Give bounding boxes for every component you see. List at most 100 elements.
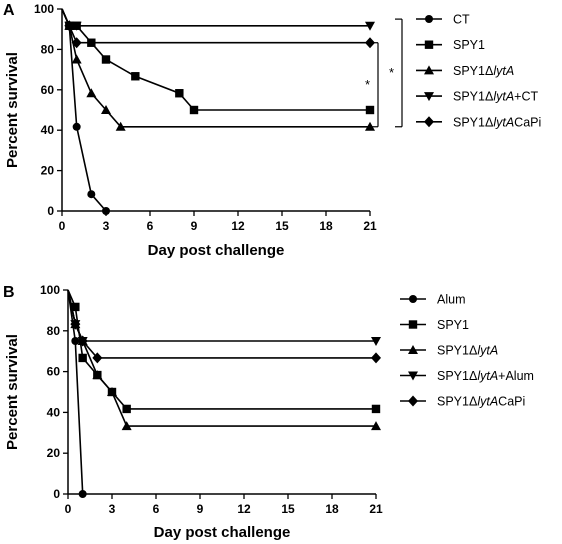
data-point	[371, 337, 381, 346]
x-tick-label: 15	[281, 502, 295, 516]
y-tick-label: 80	[47, 324, 61, 338]
data-point	[102, 207, 110, 215]
x-tick-label: 21	[369, 502, 383, 516]
legend-marker	[408, 395, 418, 407]
data-point	[71, 337, 80, 345]
y-axis-label: Percent survival	[4, 334, 21, 450]
data-point	[77, 335, 88, 347]
series-4	[67, 289, 381, 346]
x-tick-label: 9	[197, 502, 204, 516]
x-tick-label: 15	[275, 219, 289, 233]
y-tick-label: 40	[41, 123, 55, 137]
x-axis-label: Day post challenge	[148, 242, 285, 259]
x-tick-label: 0	[59, 219, 66, 233]
x-tick-label: 3	[103, 219, 110, 233]
y-tick-label: 100	[40, 283, 60, 297]
y-tick-label: 60	[47, 365, 61, 379]
legend-marker	[408, 371, 418, 381]
legend-label: SPY1	[453, 38, 485, 52]
series-line	[61, 8, 107, 212]
data-point	[78, 353, 87, 363]
data-point	[371, 352, 381, 364]
data-point	[71, 21, 82, 31]
x-tick-label: 18	[325, 502, 339, 516]
x-tick-label: 21	[363, 219, 377, 233]
x-tick-label: 0	[65, 502, 72, 516]
significance-label: *	[365, 77, 370, 92]
y-tick-label: 100	[34, 2, 54, 16]
y-tick-label: 60	[41, 83, 55, 97]
data-point	[122, 404, 131, 414]
legend-item: Alum	[400, 293, 465, 307]
data-point	[70, 318, 81, 330]
legend-label: SPY1ΔlytA	[453, 64, 514, 78]
x-tick-label: 6	[153, 502, 160, 516]
legend-label: SPY1ΔlytA+CT	[453, 90, 538, 104]
legend-label: SPY1	[437, 318, 469, 332]
data-point	[107, 387, 117, 396]
significance-bracket: *	[389, 18, 403, 128]
legend-item: SPY1ΔlytACaPi	[400, 395, 525, 409]
data-point	[371, 421, 381, 431]
data-point	[92, 370, 103, 380]
y-tick-label: 80	[41, 42, 55, 56]
legend-marker	[424, 116, 434, 128]
legend-item: SPY1	[400, 318, 469, 332]
legend-item: SPY1ΔlytA	[400, 344, 498, 358]
data-point	[365, 105, 375, 115]
data-point	[365, 37, 375, 49]
x-axis-label: Day post challenge	[154, 524, 291, 541]
legend-marker	[424, 92, 434, 102]
data-point	[101, 105, 111, 114]
series-line	[67, 289, 376, 359]
legend-label: Alum	[437, 293, 465, 307]
legend-item: SPY1ΔlytA+CT	[416, 90, 538, 104]
x-tick-label: 12	[237, 502, 251, 516]
y-tick-label: 40	[47, 405, 61, 419]
data-point	[71, 302, 80, 312]
data-point	[101, 55, 111, 64]
panel-b: B 0 20 40 60 80 100 0 3 6 9 12 15 18 21 Day post challe…	[3, 283, 534, 541]
data-point	[121, 421, 132, 431]
y-axis-label: Percent survival	[4, 52, 21, 168]
legend-item: SPY1ΔlytA	[416, 64, 514, 78]
legend-marker	[424, 40, 434, 49]
panel-label: B	[3, 284, 15, 301]
x-tick-label: 6	[147, 219, 154, 233]
x-tick-label: 9	[191, 219, 198, 233]
series-5	[61, 8, 375, 49]
x-tick-label: 18	[319, 219, 333, 233]
legend-item: SPY1ΔlytA+Alum	[400, 369, 534, 383]
legend-label: SPY1ΔlytACaPi	[453, 115, 541, 129]
y-tick-label: 20	[41, 164, 55, 178]
legend-label: SPY1ΔlytA	[437, 344, 498, 358]
data-point	[175, 89, 184, 98]
y-tick-label: 20	[47, 446, 61, 460]
series-4	[61, 8, 375, 31]
data-point	[86, 88, 97, 98]
x-tick-label: 12	[231, 219, 245, 233]
data-point	[72, 122, 81, 131]
legend: Alum SPY1 SPY1ΔlytA SPY1ΔlytA+Alum SPY1ΔlytA…	[400, 293, 534, 409]
legend-label: SPY1ΔlytACaPi	[437, 395, 525, 409]
legend-item: SPY1	[416, 38, 485, 52]
legend-label: CT	[453, 13, 470, 27]
data-point	[87, 190, 96, 199]
data-point	[78, 490, 87, 498]
data-point	[189, 105, 199, 115]
significance-label: *	[389, 65, 394, 80]
data-point	[371, 404, 381, 414]
series-3	[61, 8, 375, 131]
panel-a: A 0 20 40 60 80 100 0 3 6 9 12 15 18 21 Day post challe…	[3, 2, 541, 259]
series-1	[67, 289, 87, 498]
series-line	[61, 8, 370, 27]
panel-label: A	[3, 2, 15, 19]
data-point	[131, 72, 140, 81]
series-line	[61, 8, 370, 44]
legend-label: SPY1ΔlytA+Alum	[437, 369, 534, 383]
legend: CT SPY1 SPY1ΔlytA SPY1ΔlytA+CT SPY1ΔlytACaPi	[416, 13, 541, 129]
data-point	[71, 54, 82, 64]
series-2	[61, 8, 375, 115]
legend-marker	[409, 295, 417, 303]
